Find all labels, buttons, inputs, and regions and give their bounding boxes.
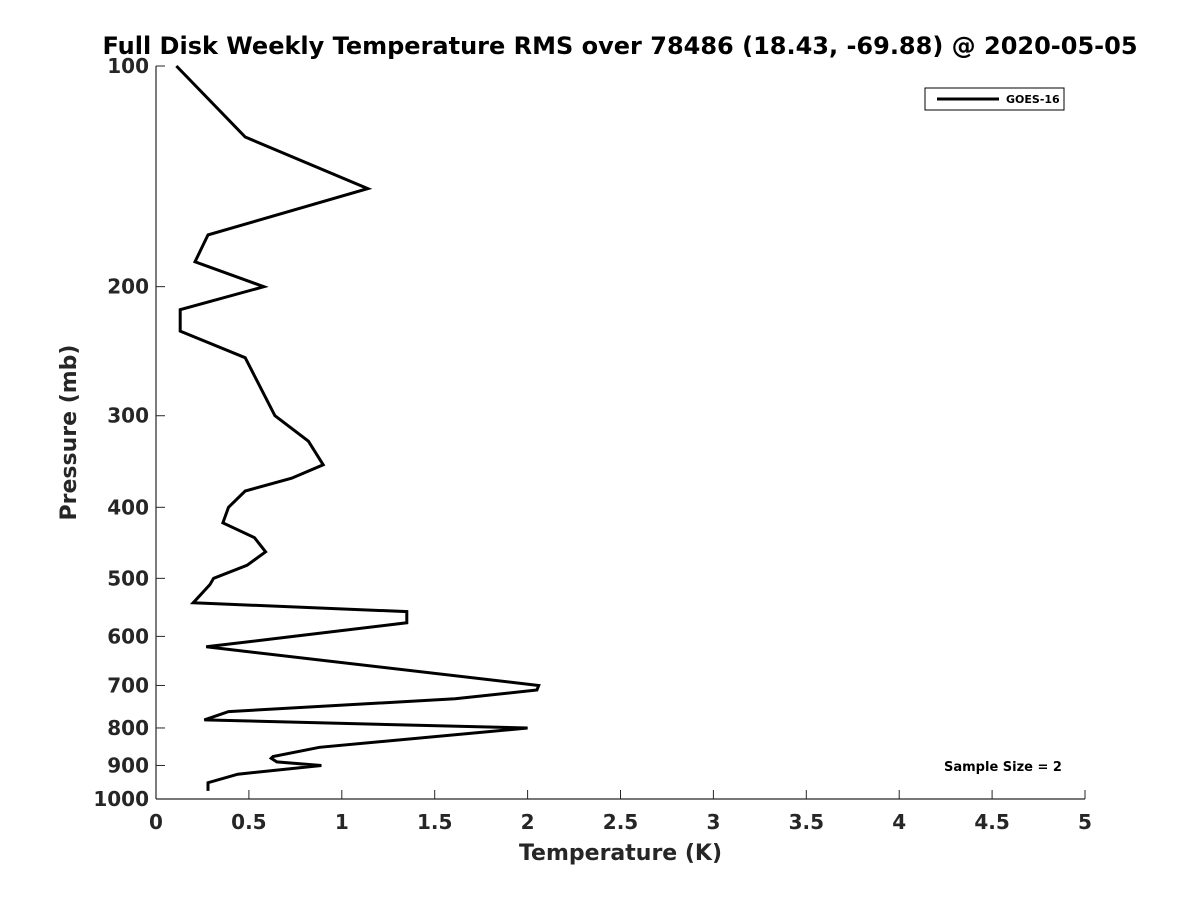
- x-axis-ticks: 0 0.5 1 1.5 2 2.5 3 3.5 4 4.5 5: [149, 790, 1092, 834]
- y-tick-label: 100: [107, 54, 149, 78]
- x-tick-label: 1.5: [417, 810, 452, 834]
- legend-label-goes-16: GOES-16: [1006, 93, 1060, 106]
- y-tick-label: 700: [107, 673, 149, 697]
- x-tick-label: 4.5: [974, 810, 1009, 834]
- x-tick-label: 3: [706, 810, 720, 834]
- legend: GOES-16: [924, 87, 1065, 111]
- y-tick-label: 200: [107, 275, 149, 299]
- x-tick-label: 0: [149, 810, 163, 834]
- y-tick-label: 1000: [93, 787, 149, 811]
- y-tick-label: 600: [107, 624, 149, 648]
- y-axis-ticks: 100 200 300 400 500 600 700 800 900 1000: [93, 54, 165, 811]
- y-axis-label: Pressure (mb): [57, 345, 82, 521]
- series-line-goes-16: [175, 64, 541, 791]
- x-tick-label: 0.5: [231, 810, 266, 834]
- y-tick-label: 400: [107, 495, 149, 519]
- sample-size-annotation: Sample Size = 2: [944, 760, 1062, 775]
- x-tick-label: 2.5: [603, 810, 638, 834]
- y-tick-label: 300: [107, 404, 149, 428]
- series-layer: [175, 64, 541, 791]
- y-tick-label: 800: [107, 716, 149, 740]
- y-tick-label: 500: [107, 566, 149, 590]
- x-tick-label: 1: [335, 810, 349, 834]
- x-axis-label: Temperature (K): [519, 841, 722, 866]
- x-tick-label: 5: [1078, 810, 1092, 834]
- x-tick-label: 2: [521, 810, 535, 834]
- chart-title: Full Disk Weekly Temperature RMS over 78…: [102, 32, 1137, 60]
- x-tick-label: 4: [892, 810, 906, 834]
- x-tick-label: 3.5: [789, 810, 824, 834]
- y-tick-label: 900: [107, 753, 149, 777]
